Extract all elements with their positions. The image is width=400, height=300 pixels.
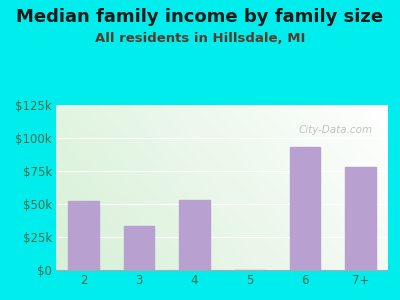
Text: All residents in Hillsdale, MI: All residents in Hillsdale, MI [95,32,305,44]
Bar [345,167,376,270]
Bar [290,147,320,270]
Bar [179,200,210,270]
Text: City-Data.com: City-Data.com [298,125,372,135]
Bar [124,226,154,270]
Text: Median family income by family size: Median family income by family size [16,8,384,26]
Bar [68,201,99,270]
